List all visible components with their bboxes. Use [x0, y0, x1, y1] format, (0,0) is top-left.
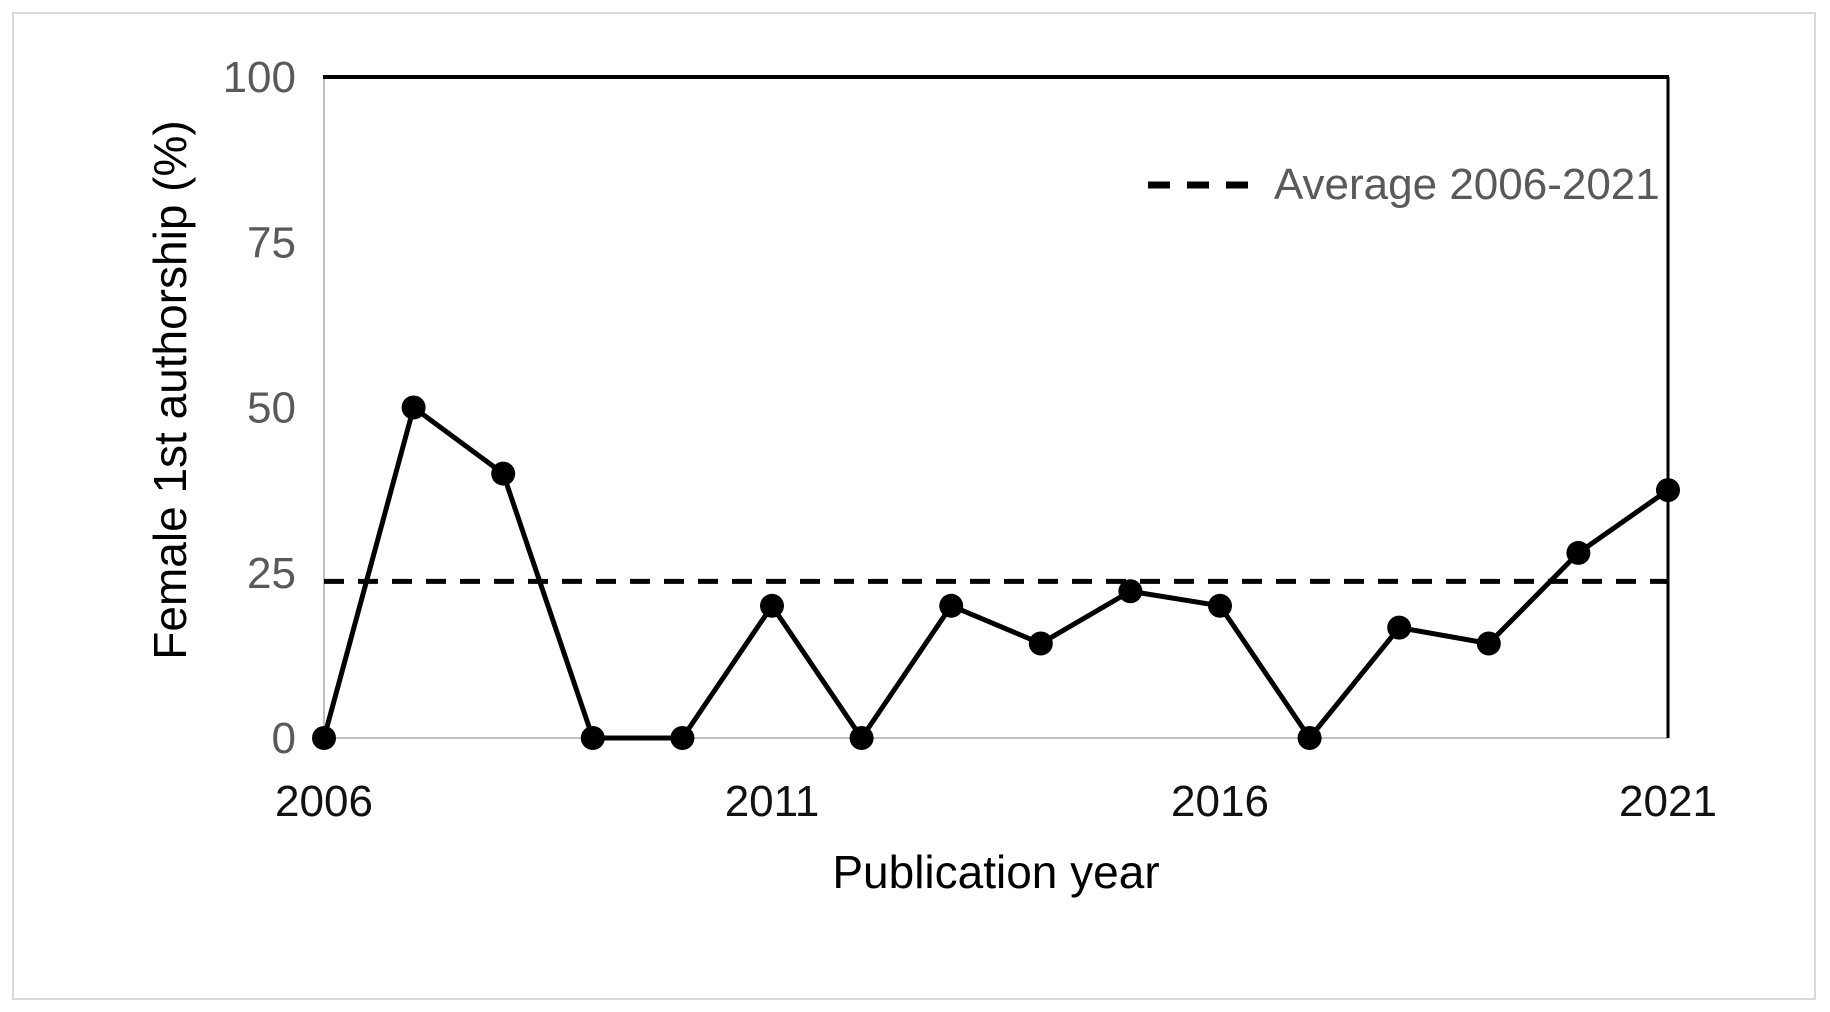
y-axis-title: Female 1st authorship (%) — [144, 120, 196, 660]
data-point — [1566, 540, 1591, 565]
data-point — [1476, 631, 1501, 656]
data-point — [670, 726, 695, 750]
data-point — [1118, 579, 1143, 604]
data-point — [1028, 631, 1053, 656]
x-axis-title: Publication year — [832, 846, 1160, 898]
legend-dash-icon — [1148, 181, 1250, 189]
data-point — [312, 726, 336, 750]
data-point — [760, 593, 784, 618]
data-point — [849, 726, 874, 750]
data-point — [1387, 615, 1412, 640]
data-point — [580, 726, 605, 750]
legend: Average 2006-2021 — [1148, 160, 1660, 210]
data-point — [401, 395, 426, 420]
y-tick-label: 50 — [247, 384, 296, 433]
figure-border — [12, 12, 1816, 1000]
data-point — [1656, 478, 1680, 503]
x-tick-label: 2021 — [1619, 777, 1717, 826]
x-tick-label: 2011 — [725, 777, 820, 826]
data-point — [1208, 593, 1232, 618]
legend-label: Average 2006-2021 — [1274, 160, 1660, 209]
data-point — [1297, 726, 1322, 750]
y-tick-label: 100 — [223, 53, 296, 102]
data-point — [939, 593, 964, 618]
x-tick-label: 2016 — [1171, 777, 1269, 826]
y-tick-label: 0 — [272, 714, 296, 763]
series-line — [321, 405, 1671, 741]
data-point — [491, 461, 516, 486]
y-tick-label: 75 — [247, 218, 296, 267]
y-tick-label: 25 — [247, 549, 296, 598]
x-tick-label: 2006 — [275, 777, 373, 826]
